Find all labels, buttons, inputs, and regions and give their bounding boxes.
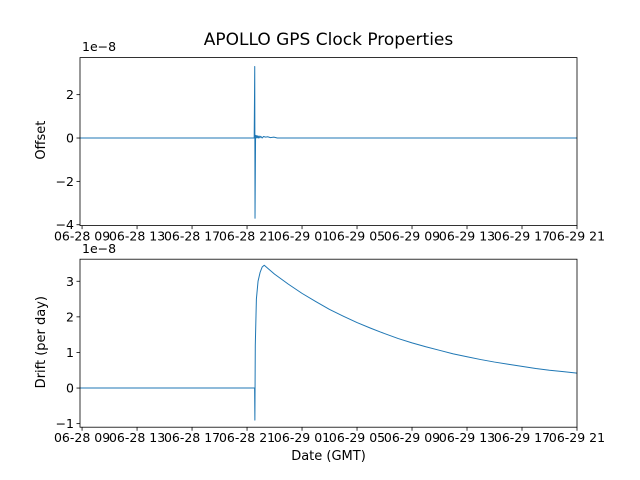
x-tick-label: 06-29 09 [384,430,440,445]
y-tick-label: 0 [66,381,74,396]
y-tick-label: −4 [56,217,74,232]
x-tick-label: 06-28 21 [219,229,275,244]
x-tick-label: 06-28 13 [109,430,165,445]
y-axis-label-drift: Drift (per day) [33,295,49,389]
x-tick-label: 06-29 17 [494,430,550,445]
y-tick-label: −2 [56,174,74,189]
y-tick-label: 3 [66,274,74,289]
x-tick-label: 06-28 09 [54,229,110,244]
y-tick-label: −1 [56,416,74,431]
y-tick-label: 0 [66,131,74,146]
offset-line [80,65,577,219]
x-tick-label: 06-29 05 [329,229,385,244]
y-scale-offset-text-top: 1e−8 [82,39,117,54]
drift-subplot-spines [79,258,578,428]
x-tick-label: 06-29 01 [274,430,330,445]
y-axis-label-offset: Offset [33,120,49,160]
x-tick-label: 06-28 17 [164,229,220,244]
x-tick-label: 06-29 21 [549,229,605,244]
x-tick-label: 06-29 17 [494,229,550,244]
x-tick-label: 06-28 21 [219,430,275,445]
x-tick-label: 06-29 05 [329,430,385,445]
x-tick-label: 06-29 13 [439,430,495,445]
x-axis-label: Date (GMT) [291,449,366,464]
y-scale-offset-text-bottom: 1e−8 [82,241,117,256]
y-tick-label: 1 [66,345,74,360]
y-tick-label: 2 [66,309,74,324]
x-tick-label: 06-28 09 [54,430,110,445]
chart-title: APOLLO GPS Clock Properties [203,30,454,50]
x-tick-label: 06-29 21 [549,430,605,445]
offset-subplot-spines [79,57,578,226]
x-tick-label: 06-29 13 [439,229,495,244]
x-tick-label: 06-29 01 [274,229,330,244]
drift-line [80,264,578,421]
x-tick-label: 06-28 13 [109,229,165,244]
x-tick-label: 06-28 17 [164,430,220,445]
x-tick-label: 06-29 09 [384,229,440,244]
y-tick-label: 2 [66,87,74,102]
